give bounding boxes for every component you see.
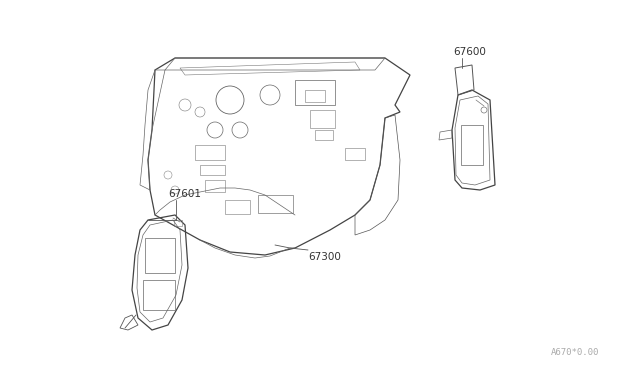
Bar [174,220,182,226]
Bar [345,148,365,160]
Bar [295,80,335,105]
Bar [461,125,483,165]
Bar [145,238,175,273]
Text: 67300: 67300 [308,252,341,262]
Bar [200,165,225,175]
Bar [195,145,225,160]
Bar [225,200,250,214]
Bar [143,280,175,310]
Text: A670*0.00: A670*0.00 [550,348,599,357]
Text: 67601: 67601 [168,189,201,199]
Bar [305,90,325,102]
Bar [205,180,225,192]
Bar [258,195,293,213]
Bar [315,130,333,140]
Text: 67600: 67600 [453,47,486,57]
Bar [310,110,335,128]
